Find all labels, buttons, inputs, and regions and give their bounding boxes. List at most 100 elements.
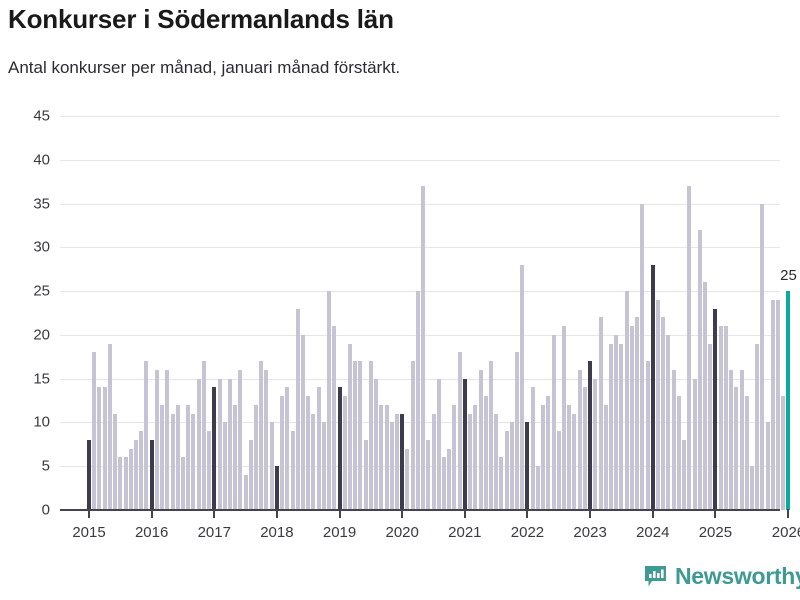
bar[interactable] — [332, 326, 337, 510]
bar[interactable] — [248, 439, 253, 510]
bar[interactable] — [504, 431, 509, 510]
bar[interactable] — [666, 334, 671, 510]
bar[interactable] — [321, 422, 326, 510]
bar[interactable] — [692, 378, 697, 510]
bar[interactable] — [509, 422, 514, 510]
bar[interactable] — [400, 413, 405, 510]
bar[interactable] — [624, 291, 629, 510]
bar[interactable] — [462, 378, 467, 510]
bar[interactable] — [749, 466, 754, 510]
bar[interactable] — [708, 343, 713, 510]
bar[interactable] — [582, 387, 587, 510]
bar[interactable] — [603, 404, 608, 510]
bar[interactable] — [410, 361, 415, 510]
bar[interactable] — [285, 387, 290, 510]
bar[interactable] — [389, 422, 394, 510]
bar[interactable] — [426, 439, 431, 510]
bar[interactable] — [441, 457, 446, 510]
bar[interactable] — [113, 413, 118, 510]
bar[interactable] — [468, 413, 473, 510]
bar[interactable] — [368, 361, 373, 510]
bar[interactable] — [577, 369, 582, 510]
bar[interactable] — [781, 396, 786, 510]
bar[interactable] — [635, 317, 640, 510]
bar[interactable] — [598, 317, 603, 510]
bar[interactable] — [713, 308, 718, 510]
bar[interactable] — [515, 352, 520, 510]
bar[interactable] — [363, 439, 368, 510]
bar[interactable] — [431, 413, 436, 510]
bar[interactable] — [452, 404, 457, 510]
bar[interactable] — [348, 343, 352, 510]
bar[interactable] — [473, 404, 478, 510]
bar[interactable] — [483, 396, 488, 510]
bar[interactable] — [588, 361, 593, 510]
bar[interactable] — [650, 264, 655, 510]
bar[interactable] — [520, 264, 525, 510]
bar[interactable] — [770, 299, 775, 510]
bar[interactable] — [734, 387, 739, 510]
bar[interactable] — [160, 404, 165, 510]
bar[interactable] — [97, 387, 102, 510]
bar[interactable] — [436, 378, 441, 510]
bar[interactable] — [739, 369, 744, 510]
bar[interactable] — [640, 203, 645, 510]
bar[interactable] — [682, 439, 687, 510]
bar[interactable] — [212, 387, 217, 510]
bar[interactable] — [755, 343, 760, 510]
bar[interactable] — [175, 404, 180, 510]
bar[interactable] — [384, 404, 389, 510]
bar[interactable] — [676, 396, 681, 510]
bar[interactable] — [207, 431, 212, 510]
bar[interactable] — [92, 352, 97, 510]
bar[interactable] — [191, 413, 196, 510]
bar[interactable] — [128, 448, 133, 510]
bar[interactable] — [201, 361, 206, 510]
bar[interactable] — [165, 369, 170, 510]
bar[interactable] — [222, 422, 227, 510]
bar[interactable] — [702, 282, 707, 510]
bar[interactable] — [478, 369, 483, 510]
bar[interactable] — [170, 413, 175, 510]
bar[interactable] — [530, 387, 535, 510]
bar[interactable] — [629, 326, 634, 510]
bar[interactable] — [87, 439, 91, 510]
bar[interactable] — [107, 343, 112, 510]
bar[interactable] — [744, 396, 749, 510]
bar[interactable] — [525, 422, 530, 510]
bar[interactable] — [535, 466, 540, 510]
bar[interactable] — [457, 352, 462, 510]
bar[interactable] — [494, 413, 499, 510]
bar[interactable] — [306, 396, 311, 510]
bar[interactable] — [786, 291, 791, 510]
bar[interactable] — [593, 378, 598, 510]
bar[interactable] — [118, 457, 123, 510]
bar[interactable] — [415, 291, 420, 510]
bar[interactable] — [180, 457, 185, 510]
bar[interactable] — [144, 361, 149, 510]
bar[interactable] — [609, 343, 613, 510]
bar[interactable] — [760, 203, 765, 510]
bar[interactable] — [671, 369, 676, 510]
bar[interactable] — [327, 291, 332, 510]
bar[interactable] — [619, 343, 624, 510]
bar[interactable] — [259, 361, 264, 510]
bar[interactable] — [280, 396, 285, 510]
bar[interactable] — [645, 361, 650, 510]
bar[interactable] — [217, 378, 222, 510]
bar[interactable] — [133, 439, 138, 510]
bar[interactable] — [374, 378, 379, 510]
bar[interactable] — [765, 422, 770, 510]
bar[interactable] — [421, 186, 426, 510]
bar[interactable] — [102, 387, 107, 510]
bar[interactable] — [723, 326, 728, 510]
bar[interactable] — [154, 369, 159, 510]
bar[interactable] — [776, 299, 781, 510]
bar[interactable] — [233, 404, 238, 510]
bar[interactable] — [123, 457, 128, 510]
bar[interactable] — [394, 413, 399, 510]
bar[interactable] — [238, 369, 243, 510]
bar[interactable] — [254, 404, 259, 510]
bar[interactable] — [316, 387, 321, 510]
bar[interactable] — [342, 396, 347, 510]
